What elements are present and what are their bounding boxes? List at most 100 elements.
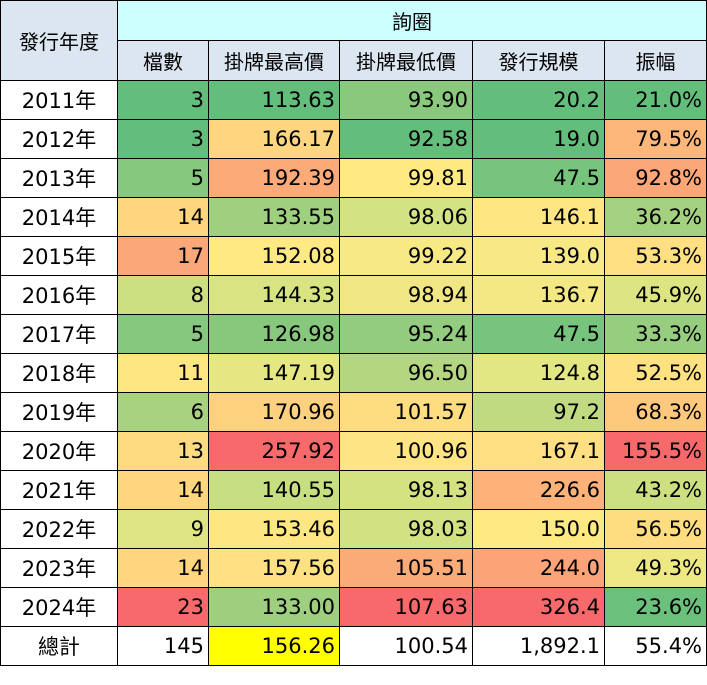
- table-row: 2012年 3 166.17 92.58 19.0 79.5%: [0, 119, 707, 159]
- table-cell: 126.98: [208, 314, 340, 354]
- table-cell: 20.2: [472, 80, 605, 120]
- table-cell: 226.6: [472, 470, 605, 510]
- table-cell: 45.9%: [603, 275, 707, 315]
- row-label: 2022年: [0, 509, 118, 549]
- row-label: 2019年: [0, 392, 118, 432]
- table-cell: 156.26: [208, 626, 340, 666]
- table-cell: 98.03: [339, 509, 473, 549]
- table-cell: 244.0: [472, 548, 605, 588]
- table-cell: 23.6%: [603, 587, 707, 627]
- table-cell: 5: [117, 314, 209, 354]
- row-label: 2015年: [0, 236, 118, 276]
- table-cell: 98.13: [339, 470, 473, 510]
- table-cell: 150.0: [472, 509, 605, 549]
- column-header: 掛牌最低價: [339, 40, 473, 81]
- table-row: 2017年 5 126.98 95.24 47.5 33.3%: [0, 314, 707, 354]
- table-cell: 43.2%: [603, 470, 707, 510]
- header-row: 發行年度 詢圈: [0, 0, 707, 81]
- table-row: 2021年 14 140.55 98.13 226.6 43.2%: [0, 470, 707, 510]
- row-label: 2012年: [0, 119, 118, 159]
- table-cell: 5: [117, 158, 209, 198]
- column-header: 發行規模: [472, 40, 605, 81]
- row-label: 2023年: [0, 548, 118, 588]
- row-label: 2013年: [0, 158, 118, 198]
- table-cell: 98.06: [339, 197, 473, 237]
- table-cell: 79.5%: [603, 119, 707, 159]
- table-row: 總計 145 156.26 100.54 1,892.1 55.4%: [0, 626, 707, 666]
- row-label: 2017年: [0, 314, 118, 354]
- row-label: 2014年: [0, 197, 118, 237]
- table-cell: 257.92: [208, 431, 340, 471]
- table-cell: 6: [117, 392, 209, 432]
- table-cell: 53.3%: [603, 236, 707, 276]
- table-row: 2018年 11 147.19 96.50 124.8 52.5%: [0, 353, 707, 393]
- table-cell: 98.94: [339, 275, 473, 315]
- table-cell: 8: [117, 275, 209, 315]
- table-cell: 105.51: [339, 548, 473, 588]
- table-cell: 157.56: [208, 548, 340, 588]
- group-header: 詢圈: [116, 0, 707, 41]
- table-cell: 49.3%: [603, 548, 707, 588]
- table-cell: 113.63: [208, 80, 340, 120]
- table-cell: 11: [117, 353, 209, 393]
- table-cell: 14: [117, 548, 209, 588]
- table-cell: 145: [117, 626, 209, 666]
- row-label: 2021年: [0, 470, 118, 510]
- table-cell: 155.5%: [603, 431, 707, 471]
- table-cell: 136.7: [472, 275, 605, 315]
- table-cell: 3: [117, 80, 209, 120]
- table-cell: 167.1: [472, 431, 605, 471]
- table-cell: 192.39: [208, 158, 340, 198]
- table-cell: 146.1: [472, 197, 605, 237]
- table-cell: 19.0: [472, 119, 605, 159]
- table-row: 2020年 13 257.92 100.96 167.1 155.5%: [0, 431, 707, 471]
- column-header: 振幅: [603, 40, 707, 81]
- table-cell: 100.54: [339, 626, 473, 666]
- table-row: 2014年 14 133.55 98.06 146.1 36.2%: [0, 197, 707, 237]
- table-cell: 152.08: [208, 236, 340, 276]
- row-label: 2016年: [0, 275, 118, 315]
- table-cell: 14: [117, 470, 209, 510]
- table-cell: 99.22: [339, 236, 473, 276]
- table-cell: 144.33: [208, 275, 340, 315]
- table-cell: 140.55: [208, 470, 340, 510]
- row-label: 總計: [0, 626, 118, 666]
- row-label: 2024年: [0, 587, 118, 627]
- year-header: 發行年度: [0, 0, 118, 81]
- table-cell: 21.0%: [603, 80, 707, 120]
- table-cell: 92.58: [339, 119, 473, 159]
- table-cell: 107.63: [339, 587, 473, 627]
- table-row: 2024年 23 133.00 107.63 326.4 23.6%: [0, 587, 707, 627]
- table-cell: 153.46: [208, 509, 340, 549]
- table-cell: 101.57: [339, 392, 473, 432]
- table-cell: 56.5%: [603, 509, 707, 549]
- table-cell: 124.8: [472, 353, 605, 393]
- table-cell: 139.0: [472, 236, 605, 276]
- table-row: 2022年 9 153.46 98.03 150.0 56.5%: [0, 509, 707, 549]
- table-cell: 47.5: [472, 158, 605, 198]
- table-cell: 9: [117, 509, 209, 549]
- table-cell: 13: [117, 431, 209, 471]
- table-cell: 93.90: [339, 80, 473, 120]
- table-cell: 326.4: [472, 587, 605, 627]
- table-cell: 133.00: [208, 587, 340, 627]
- table-row: 2011年 3 113.63 93.90 20.2 21.0%: [0, 80, 707, 120]
- table: 發行年度 詢圈 檔數 掛牌最高價 掛牌最低價 發行規模 振幅 2011年 3 113.63 9…: [0, 0, 707, 666]
- table-cell: 68.3%: [603, 392, 707, 432]
- column-header: 掛牌最高價: [208, 40, 340, 81]
- table-cell: 23: [117, 587, 209, 627]
- table-cell: 14: [117, 197, 209, 237]
- table-cell: 1,892.1: [472, 626, 605, 666]
- table-cell: 55.4%: [603, 626, 707, 666]
- column-header-row: 檔數 掛牌最高價 掛牌最低價 發行規模 振幅: [1, 40, 707, 81]
- table-row: 2013年 5 192.39 99.81 47.5 92.8%: [0, 158, 707, 198]
- table-cell: 97.2: [472, 392, 605, 432]
- table-cell: 33.3%: [603, 314, 707, 354]
- row-label: 2011年: [0, 80, 118, 120]
- row-label: 2020年: [0, 431, 118, 471]
- table-cell: 47.5: [472, 314, 605, 354]
- table-cell: 36.2%: [603, 197, 707, 237]
- table-cell: 95.24: [339, 314, 473, 354]
- table-cell: 96.50: [339, 353, 473, 393]
